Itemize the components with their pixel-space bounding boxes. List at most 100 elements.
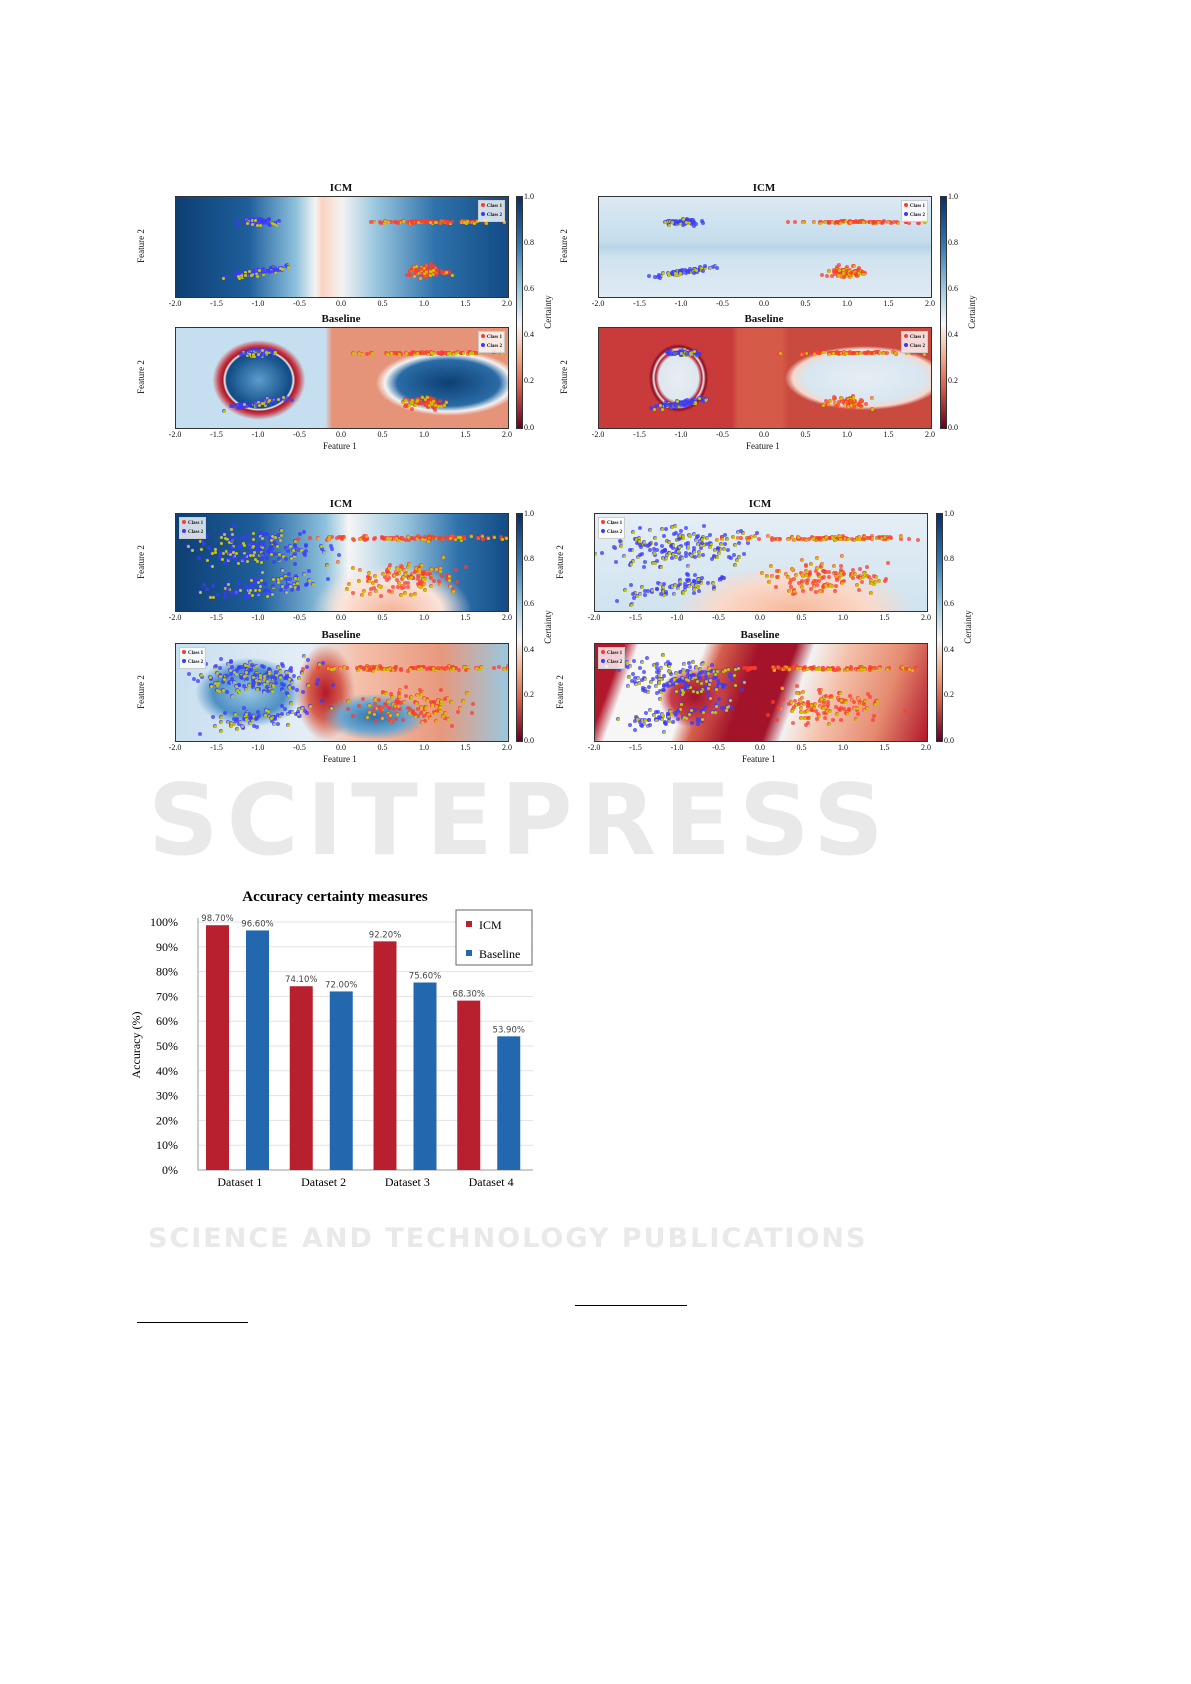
prediction-marker [248,353,252,357]
class2-point [284,576,289,581]
class2-point [285,396,290,401]
class2-point [647,273,652,278]
prediction-marker [394,536,398,540]
chart-title: Accuracy certainty measures [242,889,428,905]
prediction-marker [433,220,437,224]
class2-point [267,400,272,405]
prediction-marker [271,534,275,538]
class2-point [303,543,308,548]
class2-point [230,545,235,550]
x-axis-label: Feature 1 [323,441,357,451]
class1-point [426,400,431,405]
colorbar-tick-label: 0.0 [948,422,958,432]
class1-point [430,405,435,410]
prediction-marker [680,352,684,356]
legend-item: Class 2 [480,342,502,351]
prediction-marker [828,352,832,356]
legend-marker [903,343,908,347]
prediction-marker [445,270,449,274]
x-tick-label: 2.0 [925,299,935,308]
class2-point [663,403,668,408]
class1-point [433,407,438,412]
class2-point [251,540,256,545]
bar-data-label: 72.00% [325,980,357,990]
prediction-marker [383,220,387,224]
prediction-marker [834,402,838,406]
x-tick-label: 2.0 [502,299,512,308]
class2-point [235,590,240,595]
class1-point [421,400,426,405]
class2-point [230,539,235,544]
legend-marker [480,212,485,216]
class2-point [211,583,216,588]
class2-point [668,403,673,408]
prediction-marker [281,569,285,573]
y-tick-label: 50% [156,1039,178,1053]
prediction-marker [416,398,420,402]
class1-point [850,351,855,356]
class2-point [234,556,239,561]
prediction-marker [279,534,283,538]
class2-point [237,544,242,549]
prediction-marker [231,532,235,536]
legend-label: Class 1 [486,335,502,340]
colorbar-tick-label: 0.2 [948,376,958,386]
prediction-marker [223,532,226,536]
legend-item: Class 2 [903,211,925,220]
certainty-heatmap-bottom: Class 1 Class 2 [175,327,509,429]
legend-marker [903,203,908,207]
x-tick-label: 2.0 [925,430,935,439]
legend-label: Class 2 [909,213,925,218]
class2-point [276,533,281,538]
class1-point [827,220,832,225]
y-axis-label: Accuracy (%) [129,1012,143,1079]
legend-marker [480,343,485,347]
prediction-marker [187,544,191,548]
prediction-marker [249,588,253,592]
class1-point [410,406,414,411]
class2-point [652,274,657,279]
watermark-brand: SCITEPRESS [148,764,892,878]
class1-point [870,351,875,356]
prediction-marker [852,395,856,399]
class2-point [242,595,247,600]
prediction-marker [245,559,249,563]
class2-point [223,590,228,595]
y-tick-label: 80% [156,965,178,979]
class2-point [320,546,325,551]
prediction-marker [697,397,701,401]
class1-point [840,398,845,403]
class2-point [255,547,260,552]
prediction-marker [421,538,425,542]
x-tick-label: -2.0 [591,430,605,439]
class1-point [866,350,871,355]
watermark-tagline: SCIENCE AND TECHNOLOGY PUBLICATIONS [148,1223,868,1254]
class2-point [276,268,281,273]
y-tick-label: 0% [162,1163,178,1177]
class1-point [889,220,894,225]
class1-point [407,272,412,277]
prediction-marker [273,222,277,226]
prediction-marker [209,596,213,600]
prediction-marker [243,544,247,548]
prediction-marker [245,222,249,226]
prediction-marker [463,220,467,224]
prediction-marker [407,535,411,539]
legend-label: ICM [479,918,502,932]
class1-point [863,220,868,225]
class1-point [872,220,877,225]
y-tick-label: 60% [156,1014,178,1028]
prediction-marker [426,539,430,543]
class2-point [692,224,697,229]
class2-point [231,524,236,529]
prediction-marker [293,539,297,543]
prediction-marker [250,222,254,226]
prediction-marker [307,578,311,582]
legend-item: Class 2 [480,211,502,220]
prediction-marker [840,352,844,356]
class2-point [257,353,262,358]
prediction-marker [405,352,408,356]
class2-point [222,594,227,599]
class1-point [837,351,842,356]
prediction-marker [280,585,284,589]
